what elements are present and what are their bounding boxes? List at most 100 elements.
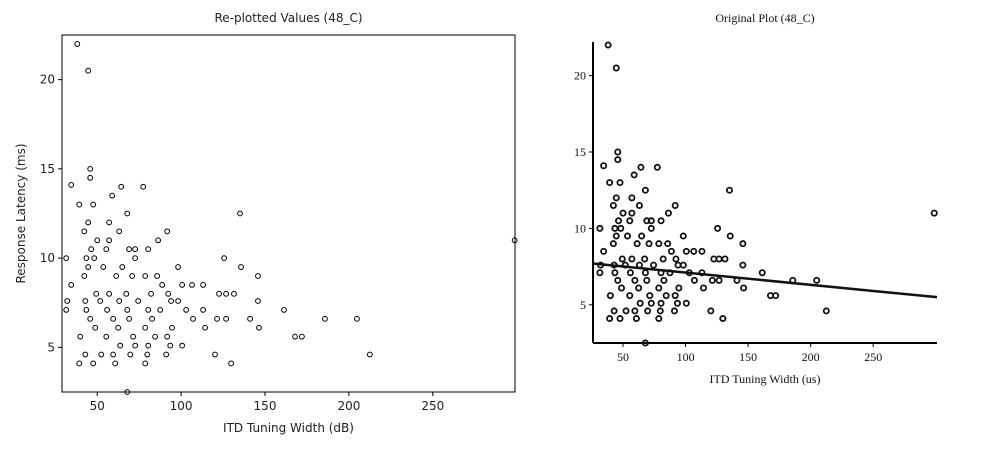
- point: [124, 210, 131, 217]
- x-tick-label: 150: [254, 399, 277, 413]
- point: [641, 255, 649, 263]
- point: [110, 351, 117, 358]
- point: [124, 389, 131, 395]
- point: [163, 351, 170, 358]
- point: [714, 224, 722, 232]
- point: [656, 307, 664, 315]
- point: [113, 273, 120, 279]
- point: [115, 324, 122, 331]
- point: [63, 255, 70, 262]
- point: [354, 315, 360, 322]
- point: [142, 360, 149, 367]
- point: [169, 324, 175, 331]
- point: [103, 246, 110, 253]
- point: [616, 315, 624, 323]
- point: [646, 292, 654, 300]
- point: [628, 255, 636, 263]
- point: [83, 306, 90, 313]
- point: [511, 237, 518, 244]
- point: [631, 276, 639, 284]
- point: [614, 276, 622, 284]
- point: [619, 209, 627, 217]
- point: [647, 299, 655, 307]
- point: [135, 298, 142, 304]
- replotted-panel: Re-plotted Values (48_C) 50 100 150 200 250 5 1…: [14, 11, 518, 435]
- point: [281, 306, 287, 313]
- point: [189, 282, 195, 288]
- y-tick-label: 15: [574, 145, 586, 159]
- point: [117, 342, 124, 349]
- point: [708, 276, 716, 284]
- point: [190, 315, 196, 322]
- point: [628, 194, 636, 202]
- point: [231, 290, 237, 297]
- point: [68, 182, 75, 188]
- point: [679, 232, 687, 240]
- y-tick-label: 20: [40, 73, 55, 87]
- x-axis-label: ITD Tuning Width (us): [710, 372, 821, 386]
- axes-frame: [61, 34, 516, 393]
- point: [155, 237, 162, 244]
- point: [612, 194, 620, 202]
- point: [672, 255, 680, 263]
- point: [682, 247, 690, 255]
- point: [145, 342, 152, 349]
- point: [214, 315, 220, 322]
- x-axis-label: ITD Tuning Width (dB): [223, 421, 354, 435]
- x-tick-label: 50: [617, 350, 629, 364]
- point: [98, 351, 105, 358]
- point: [715, 255, 723, 263]
- y-tick-label: 20: [574, 69, 586, 83]
- point: [76, 360, 83, 367]
- point: [92, 324, 99, 331]
- point: [140, 183, 147, 190]
- point: [110, 315, 117, 322]
- point: [690, 247, 698, 255]
- point: [609, 240, 617, 248]
- x-tick-label: 100: [677, 350, 695, 364]
- point: [90, 201, 97, 208]
- point: [626, 292, 634, 300]
- point: [664, 209, 672, 217]
- point: [81, 273, 88, 279]
- point: [145, 246, 152, 253]
- point: [707, 307, 715, 315]
- x-tick-label: 250: [864, 350, 882, 364]
- point: [673, 299, 681, 307]
- point: [212, 351, 218, 358]
- point: [636, 299, 644, 307]
- point: [175, 298, 182, 304]
- chart-title: Original Plot (48_C): [715, 11, 814, 25]
- point: [149, 315, 155, 322]
- point: [690, 276, 698, 284]
- point: [87, 315, 94, 322]
- point: [659, 255, 667, 263]
- point: [596, 224, 604, 232]
- x-tick-label: 200: [802, 350, 820, 364]
- point: [132, 255, 139, 262]
- point: [88, 246, 95, 253]
- point: [655, 240, 663, 248]
- point: [366, 351, 373, 358]
- point: [299, 333, 305, 340]
- point: [614, 156, 622, 164]
- point: [91, 255, 98, 262]
- point: [93, 290, 100, 297]
- point: [618, 255, 626, 263]
- point: [159, 282, 166, 288]
- point: [670, 307, 678, 315]
- point: [129, 273, 136, 279]
- point: [216, 290, 222, 297]
- point: [606, 315, 614, 323]
- point: [83, 255, 90, 262]
- chart-title: Re-plotted Values (48_C): [214, 11, 362, 25]
- trend-line: [592, 262, 938, 299]
- point: [76, 201, 83, 208]
- point: [715, 276, 723, 284]
- point: [85, 219, 92, 226]
- point: [183, 306, 190, 313]
- point: [175, 264, 182, 270]
- point: [164, 228, 171, 235]
- point: [97, 298, 104, 304]
- point: [164, 333, 171, 340]
